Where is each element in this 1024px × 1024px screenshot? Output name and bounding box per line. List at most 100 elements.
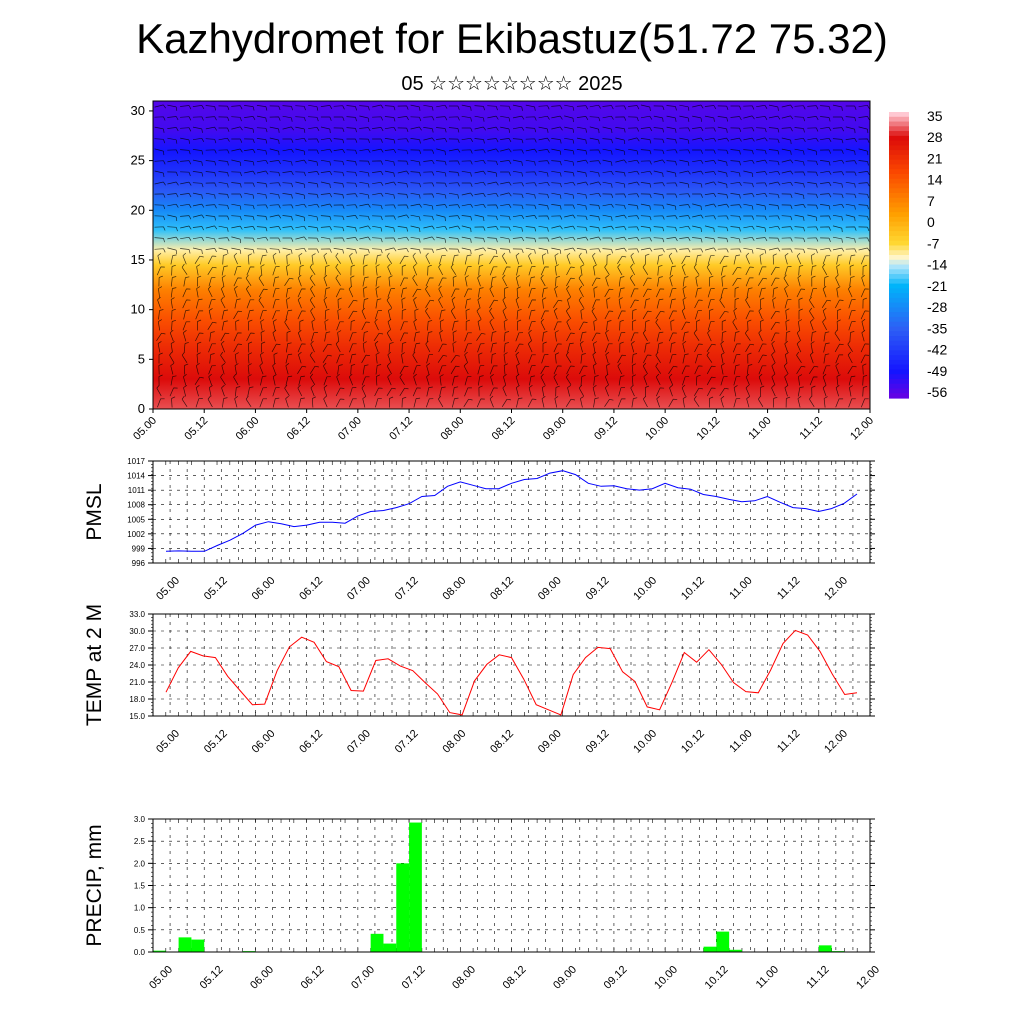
- x-tick-label: 12.00: [822, 575, 850, 603]
- colorbar-label: -35: [927, 320, 947, 336]
- colorbar-label: 35: [927, 108, 943, 124]
- precip-bar: [703, 946, 717, 952]
- x-tick-label: 05.00: [154, 575, 182, 603]
- colorbar-label: -42: [927, 342, 947, 358]
- heatmap-x-tick-label: 08.12: [490, 415, 518, 443]
- colorbar-segment: [889, 264, 909, 270]
- heatmap-chart: 0 5 10 15 20 25 30 05.00 05.12 06.00 06.12 07.00 07.…: [131, 100, 876, 443]
- colorbar-segment: [889, 293, 909, 299]
- y-tick-label: 30.0: [129, 627, 145, 636]
- colorbar-segment: [889, 359, 909, 366]
- colorbar-segment: [889, 240, 909, 247]
- colorbar-segment: [889, 173, 909, 180]
- colorbar-segment: [889, 355, 909, 361]
- y-tick-label: 15.0: [129, 712, 145, 721]
- x-tick-label: 10.00: [652, 964, 680, 992]
- x-tick-label: 08.00: [440, 575, 468, 603]
- y-tick-label: 27.0: [129, 644, 145, 653]
- colorbar-segment: [889, 383, 909, 390]
- colorbar-segment: [889, 197, 909, 204]
- temp-chart: 15.0 18.0 21.0 24.0 27.0 30.0 33.0 05.00 05.12 06…: [83, 604, 875, 756]
- precip-bar: [396, 863, 410, 952]
- y-tick-label: 1017: [127, 457, 145, 466]
- y-tick-label: 996: [132, 559, 146, 568]
- x-tick-label: 10.12: [679, 728, 707, 756]
- colorbar-label: 0: [927, 214, 935, 230]
- y-tick-label: 1005: [127, 515, 145, 524]
- precip-bar: [370, 933, 384, 952]
- x-tick-label: 10.00: [631, 728, 659, 756]
- heatmap-y-tick-label: 10: [131, 302, 145, 317]
- colorbar: 35 28 21 14 7 0 -7 -14 -21 -28 -35 -42 -49 -56: [889, 108, 947, 400]
- heatmap-x-tick-label: 05.12: [182, 415, 210, 443]
- colorbar-segment: [889, 178, 909, 185]
- colorbar-segment: [889, 288, 909, 294]
- y-tick-label: 24.0: [129, 661, 145, 670]
- heatmap-x-tick-label: 07.12: [387, 415, 415, 443]
- colorbar-label: 7: [927, 193, 935, 209]
- x-tick-label: 11.00: [727, 575, 754, 602]
- heatmap-x-tick-label: 06.00: [234, 415, 262, 443]
- colorbar-segment: [889, 131, 909, 137]
- colorbar-label: 21: [927, 150, 943, 166]
- colorbar-segment: [889, 388, 909, 394]
- colorbar-segment: [889, 350, 909, 356]
- colorbar-segment: [889, 297, 909, 304]
- x-tick-label: 06.12: [299, 964, 327, 992]
- colorbar-segment: [889, 393, 909, 399]
- heatmap-y-tick-label: 30: [131, 103, 145, 118]
- x-tick-label: 05.12: [202, 728, 230, 756]
- precip-bar: [383, 943, 397, 952]
- x-tick-label: 11.12: [804, 964, 831, 991]
- y-tick-label: 999: [132, 544, 146, 553]
- y-tick-label: 1.5: [134, 882, 146, 891]
- heatmap-y-tick-label: 20: [131, 202, 145, 217]
- heatmap-y-tick-label: 5: [138, 351, 145, 366]
- x-tick-label: 05.12: [198, 964, 226, 992]
- colorbar-segment: [889, 164, 909, 170]
- colorbar-segment: [889, 345, 909, 351]
- colorbar-segment: [889, 369, 909, 375]
- precip-bar: [178, 937, 192, 952]
- colorbar-segment: [889, 216, 909, 223]
- y-tick-label: 3.0: [134, 815, 146, 824]
- colorbar-segment: [889, 135, 909, 142]
- colorbar-segment: [889, 321, 909, 328]
- plot-frame: [152, 460, 871, 564]
- x-tick-label: 06.12: [297, 728, 325, 756]
- colorbar-segment: [889, 183, 909, 189]
- colorbar-label: 28: [927, 129, 943, 145]
- colorbar-segment: [889, 374, 909, 380]
- x-tick-label: 11.00: [727, 728, 754, 755]
- heatmap-x-tick-label: 11.00: [746, 415, 773, 442]
- y-tick-label: 1014: [127, 472, 145, 481]
- colorbar-segment: [889, 250, 909, 256]
- x-tick-label: 06.00: [250, 728, 278, 756]
- y-tick-label: 0.0: [134, 948, 146, 957]
- colorbar-segment: [889, 221, 909, 227]
- colorbar-segment: [889, 326, 909, 332]
- y-tick-label: 0.5: [134, 926, 146, 935]
- x-tick-label: 10.12: [679, 575, 707, 603]
- colorbar-segment: [889, 150, 909, 156]
- x-tick-label: 05.12: [202, 575, 230, 603]
- y-tick-label: 18.0: [129, 695, 145, 704]
- colorbar-segment: [889, 255, 909, 261]
- y-tick-label: 33.0: [129, 610, 145, 619]
- colorbar-segment: [889, 278, 909, 285]
- colorbar-label: -49: [927, 363, 947, 379]
- x-tick-label: 09.00: [536, 575, 564, 603]
- y-tick-label: 1.0: [134, 904, 146, 913]
- colorbar-label: -28: [927, 299, 947, 315]
- colorbar-segment: [889, 274, 909, 280]
- x-tick-label: 11.12: [775, 575, 802, 602]
- y-axis-label: PRECIP, mm: [83, 824, 106, 946]
- x-tick-label: 07.00: [345, 575, 373, 603]
- plot-frame: [152, 818, 871, 953]
- colorbar-segment: [889, 145, 909, 151]
- y-axis-label: TEMP at 2 M: [83, 604, 106, 726]
- heatmap-x-tick-label: 11.12: [798, 415, 825, 442]
- colorbar-segment: [889, 340, 909, 347]
- x-tick-label: 09.12: [584, 575, 612, 603]
